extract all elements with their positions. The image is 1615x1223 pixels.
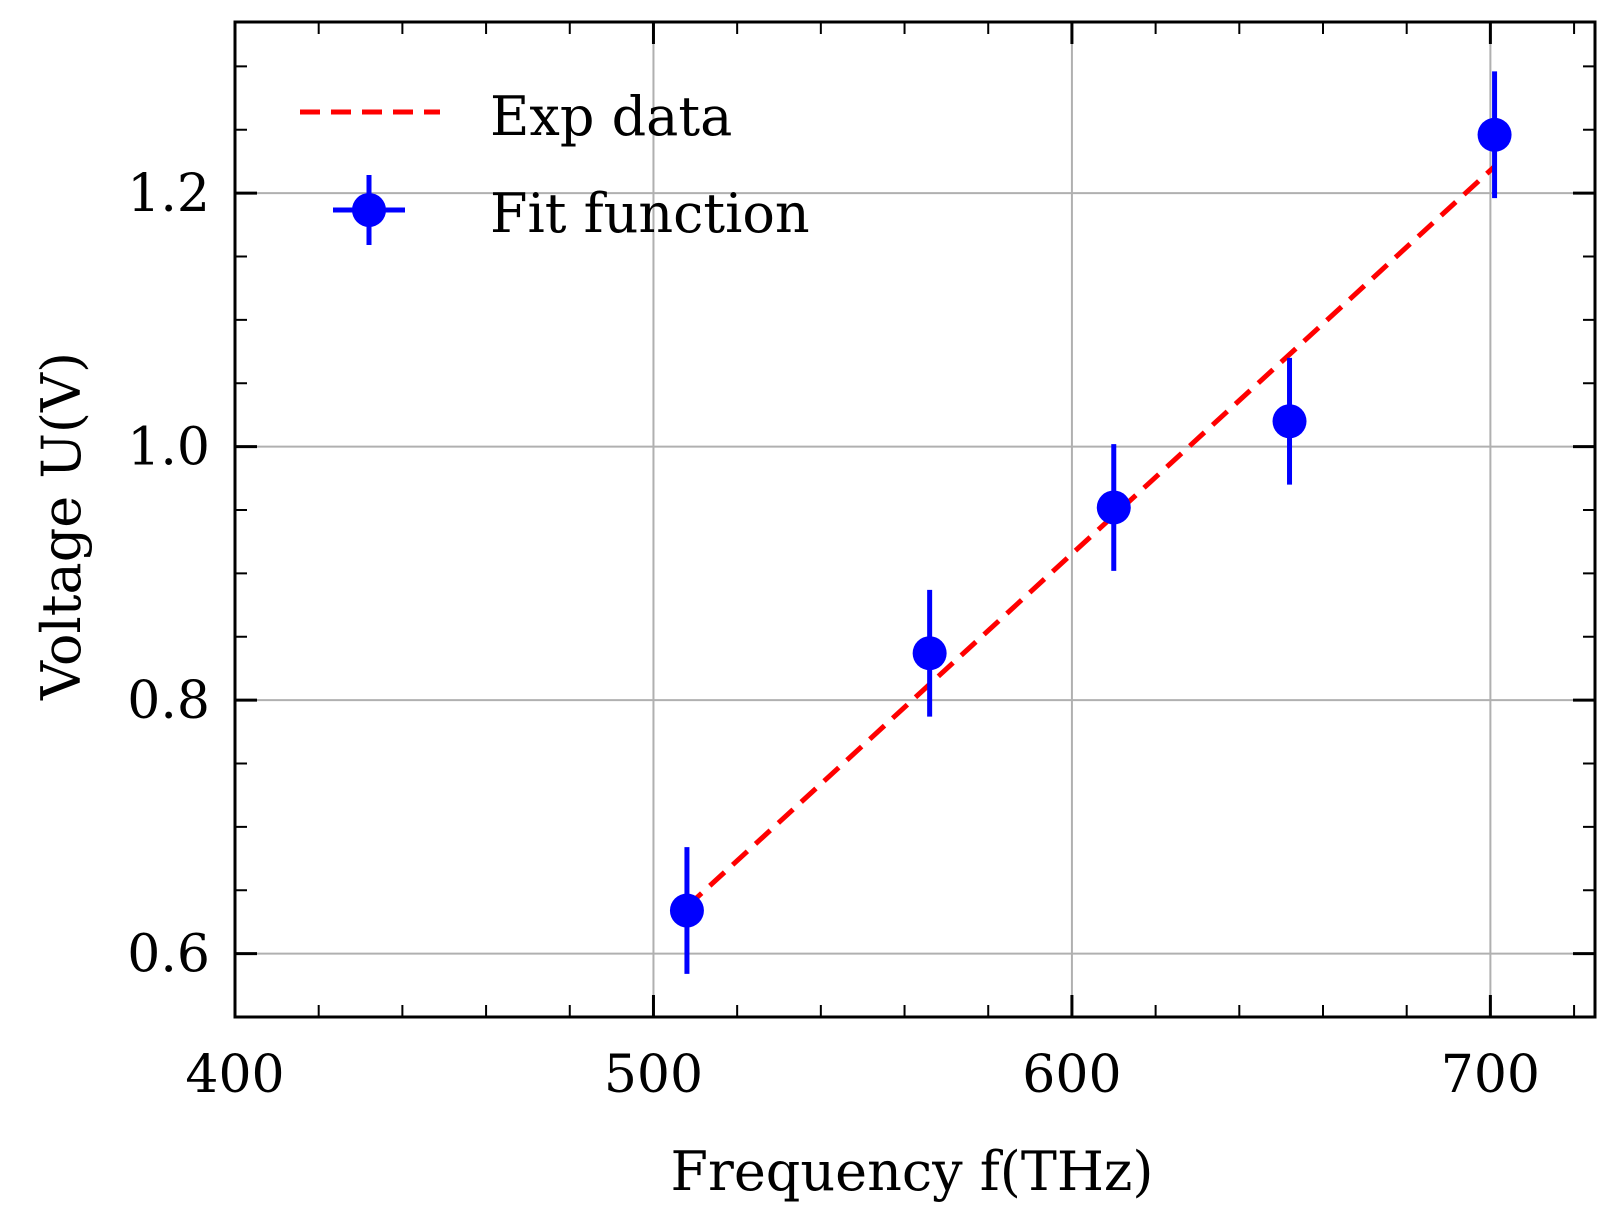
legend-fit-function-label: Fit function — [490, 182, 810, 245]
data-point — [669, 893, 704, 928]
x-tick-label: 500 — [604, 1045, 703, 1105]
data-point — [1096, 490, 1131, 525]
series-layer — [669, 71, 1512, 974]
exp-data-line — [685, 164, 1497, 909]
x-tick-label: 700 — [1441, 1045, 1540, 1105]
plot-frame — [233, 20, 1597, 1019]
y-tick-label: 0.8 — [127, 671, 210, 731]
data-point — [1477, 117, 1512, 152]
legend-exp-data-label: Exp data — [490, 85, 732, 148]
x-tick-label: 400 — [185, 1045, 284, 1105]
x-axis-label: Frequency f(THz) — [671, 1140, 1154, 1203]
y-tick-labels: 0.6 0.8 1.0 1.2 — [127, 164, 210, 985]
y-tick-label: 1.0 — [127, 418, 210, 478]
minor-ticks — [235, 22, 1595, 1017]
major-ticks — [233, 22, 1595, 1017]
legend-fit-swatch-marker — [352, 193, 386, 227]
data-point — [1272, 404, 1307, 439]
x-tick-labels: 400 500 600 700 — [185, 1045, 1540, 1105]
x-tick-label: 600 — [1022, 1045, 1121, 1105]
grid — [235, 22, 1595, 1017]
y-tick-label: 0.6 — [127, 925, 210, 985]
y-tick-label: 1.2 — [127, 164, 210, 224]
y-axis-label: Voltage U(V) — [30, 352, 93, 701]
legend: Exp data Fit function — [300, 85, 810, 245]
data-point — [912, 636, 947, 671]
